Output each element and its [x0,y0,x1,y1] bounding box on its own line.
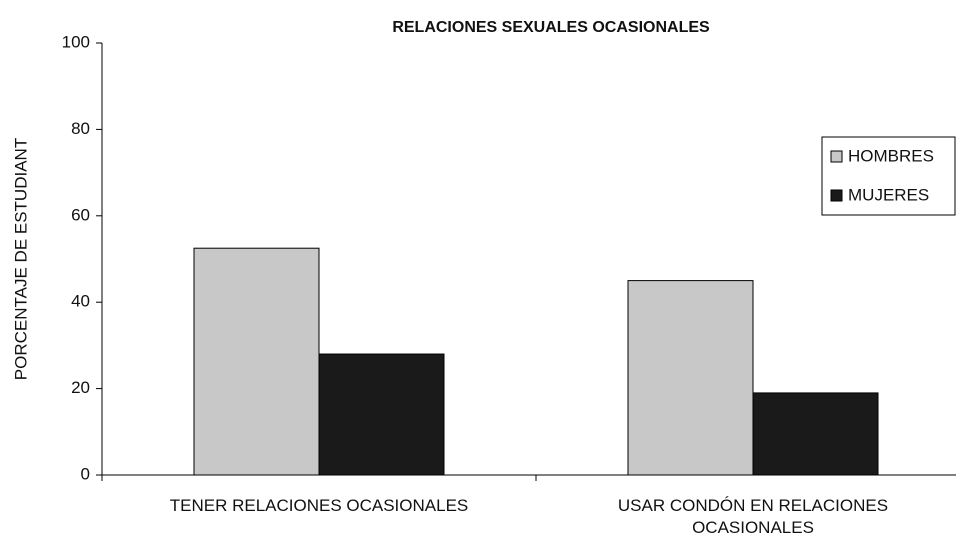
bar [752,392,879,476]
y-tick-label: 100 [62,32,90,51]
bar [627,280,754,476]
y-tick-label: 20 [71,378,90,397]
legend-swatch [830,189,843,202]
bar [193,247,320,476]
bar [318,353,445,476]
y-tick-label: 40 [71,292,90,311]
y-axis-label: PORCENTAJE DE ESTUDIANT [11,138,30,380]
y-tick-label: 60 [71,205,90,224]
x-tick-label: USAR CONDÓN EN RELACIONES OCASIONALES [617,496,889,537]
x-tick-label: TENER RELACIONES OCASIONALES [169,496,469,515]
y-tick-label: 80 [71,119,90,138]
legend-label: MUJERES [848,185,929,204]
y-tick-label: 0 [81,464,90,483]
chart-title: RELACIONES SEXUALES OCASIONALES [392,19,710,36]
legend-label: HOMBRES [848,146,934,165]
legend-box [821,136,956,216]
legend-swatch [830,150,843,163]
